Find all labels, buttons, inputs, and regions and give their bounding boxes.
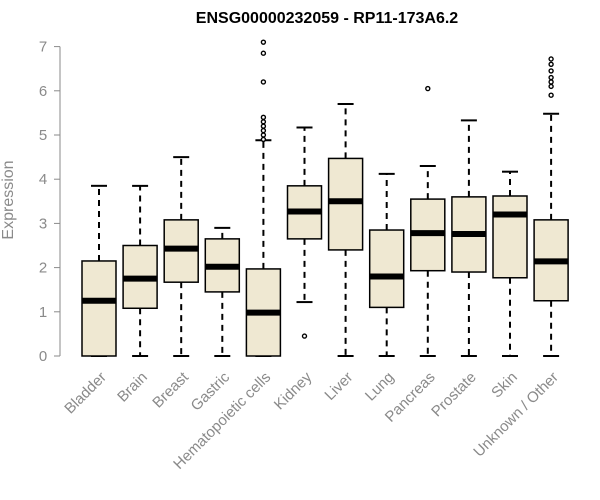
box-liver bbox=[327, 103, 364, 357]
x-tick-label: Brain bbox=[114, 369, 151, 406]
box-skin bbox=[492, 170, 528, 357]
box-bladder bbox=[81, 184, 117, 357]
y-tick-label: 1 bbox=[39, 304, 47, 321]
y-tick-label: 5 bbox=[39, 127, 47, 144]
y-tick-label: 4 bbox=[39, 171, 47, 188]
outlier-point bbox=[301, 333, 308, 339]
box-iqr bbox=[81, 260, 117, 357]
outlier-point bbox=[260, 123, 267, 129]
box-pancreas bbox=[410, 85, 446, 357]
box-brain bbox=[122, 184, 158, 357]
box-hematopoietic-cells bbox=[245, 39, 282, 357]
boxes-group bbox=[81, 39, 569, 357]
outlier-point bbox=[548, 56, 554, 62]
x-tick-label: Breast bbox=[149, 368, 192, 411]
y-axis-label: Expression bbox=[0, 160, 17, 239]
outlier-point bbox=[260, 127, 267, 134]
box-iqr bbox=[368, 229, 405, 309]
outlier-point bbox=[260, 114, 267, 121]
box-gastric bbox=[204, 226, 241, 357]
box-kidney bbox=[286, 126, 323, 339]
box-lung bbox=[368, 172, 405, 357]
outlier-point bbox=[548, 61, 554, 67]
outlier-point bbox=[548, 68, 554, 74]
x-tick-label: Lung bbox=[362, 369, 398, 405]
box-breast bbox=[163, 156, 199, 357]
y-tick-label: 0 bbox=[39, 348, 47, 365]
chart-title: ENSG00000232059 - RP11-173A6.2 bbox=[196, 10, 459, 27]
outlier-point bbox=[260, 79, 267, 85]
x-tick-label: Bladder bbox=[61, 369, 110, 418]
x-tick-label: Prostate bbox=[428, 369, 480, 421]
box-iqr bbox=[492, 195, 528, 279]
y-tick-label: 7 bbox=[39, 39, 47, 56]
outlier-point bbox=[260, 50, 267, 56]
y-tick-label: 3 bbox=[39, 215, 47, 232]
box-unknown-other bbox=[533, 56, 569, 357]
outlier-point bbox=[260, 119, 267, 125]
x-tick-label: Liver bbox=[321, 369, 356, 404]
x-tick-label: Kidney bbox=[271, 368, 316, 413]
y-tick-label: 2 bbox=[39, 260, 47, 277]
y-tick-label: 6 bbox=[39, 83, 47, 100]
outlier-point bbox=[425, 85, 431, 92]
outlier-point bbox=[260, 39, 267, 45]
x-tick-label: Skin bbox=[488, 369, 521, 402]
outlier-point bbox=[260, 136, 267, 143]
outlier-point bbox=[548, 79, 554, 85]
outlier-point bbox=[548, 74, 554, 81]
outlier-point bbox=[260, 132, 267, 138]
outlier-point bbox=[548, 92, 554, 98]
box-prostate bbox=[451, 119, 487, 357]
outlier-point bbox=[548, 83, 554, 90]
y-axis: 0 1 2 3 4 5 6 7 bbox=[39, 39, 61, 365]
